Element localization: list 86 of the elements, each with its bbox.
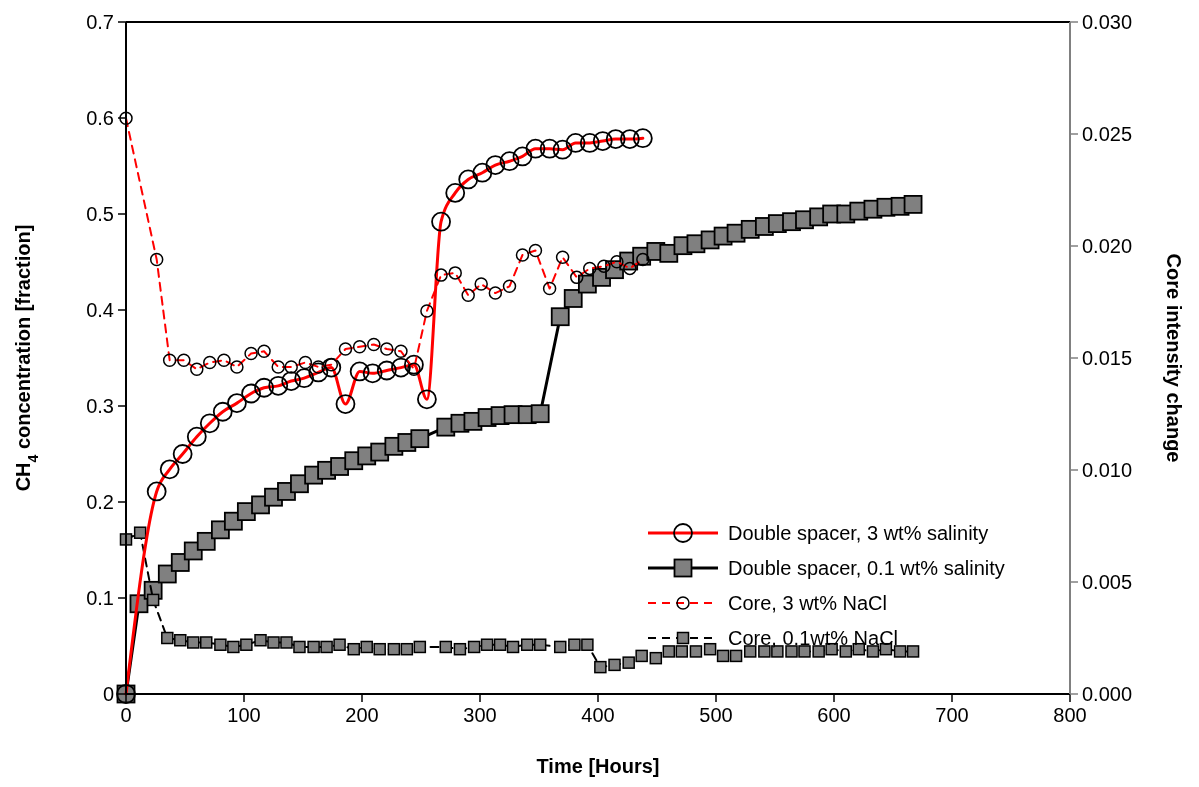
point: [903, 195, 923, 214]
x-tick-label: 100: [227, 704, 261, 726]
point: [533, 638, 547, 651]
y2-tick-label: 0.015: [1082, 347, 1133, 369]
point: [280, 636, 293, 649]
point: [227, 640, 240, 654]
point: [307, 640, 320, 654]
point: [373, 642, 386, 656]
point: [550, 307, 570, 327]
x-axis-title: Time [Hours]: [536, 755, 660, 777]
x-tick-label: 800: [1053, 704, 1087, 726]
y-tick-label: 0.5: [86, 203, 114, 225]
point: [675, 645, 689, 658]
y-tick-label: 0.2: [86, 491, 114, 513]
x-tick-label: 600: [817, 704, 851, 726]
point: [662, 645, 676, 658]
point: [400, 642, 414, 656]
y2-tick-label: 0.010: [1082, 459, 1133, 481]
y2-tick-label: 0.005: [1082, 571, 1133, 593]
y-tick-label: 0.3: [86, 395, 114, 417]
point: [413, 640, 427, 654]
legend-label: Core, 3 wt% NaCl: [728, 592, 887, 614]
point: [581, 638, 594, 651]
point: [893, 645, 907, 658]
point: [785, 645, 798, 658]
point: [866, 645, 880, 658]
point: [729, 649, 743, 663]
point: [387, 642, 401, 656]
y-tick-label: 0: [102, 683, 114, 705]
point: [240, 638, 253, 651]
x-tick-label: 700: [935, 704, 969, 726]
y2-tick-label: 0.000: [1082, 683, 1133, 705]
point: [812, 645, 825, 658]
point: [254, 633, 267, 647]
y-tick-label: 0.4: [86, 299, 114, 321]
point: [480, 638, 494, 651]
point: [467, 640, 481, 654]
point: [196, 531, 216, 551]
point: [453, 642, 467, 656]
x-tick-label: 400: [581, 704, 615, 726]
legend-label: Double spacer, 3 wt% salinity: [728, 522, 989, 544]
point: [649, 651, 663, 665]
point: [703, 642, 717, 656]
point: [360, 640, 373, 654]
point: [133, 526, 147, 539]
point: [716, 649, 730, 663]
x-tick-label: 0: [120, 704, 132, 726]
x-tick-label: 500: [699, 704, 733, 726]
legend-label: Double spacer, 0.1 wt% salinity: [728, 557, 1005, 579]
y2-tick-label: 0.020: [1082, 235, 1133, 257]
point: [161, 631, 174, 645]
point: [530, 404, 550, 424]
point: [493, 638, 507, 651]
point: [798, 645, 811, 658]
point: [293, 640, 306, 654]
x-tick-label: 300: [463, 704, 497, 726]
point: [568, 638, 581, 651]
point: [410, 429, 430, 449]
point: [608, 658, 621, 672]
point: [439, 640, 453, 654]
point: [594, 660, 607, 674]
y2-tick-label: 0.030: [1082, 11, 1133, 33]
point: [839, 645, 853, 658]
point: [174, 633, 187, 647]
y2-tick-label: 0.025: [1082, 123, 1133, 145]
point: [622, 656, 635, 669]
point: [267, 636, 280, 649]
point: [199, 636, 213, 649]
point: [347, 642, 360, 656]
point: [563, 289, 583, 308]
point: [214, 638, 227, 651]
point: [187, 636, 200, 649]
x-tick-label: 200: [345, 704, 379, 726]
point: [506, 640, 520, 654]
point: [553, 640, 567, 654]
point: [146, 593, 160, 607]
point: [520, 638, 534, 651]
point: [635, 649, 648, 663]
y-tick-label: 0.7: [86, 11, 114, 33]
point: [320, 640, 333, 654]
y-tick-label: 0.6: [86, 107, 114, 129]
point: [689, 645, 703, 658]
y-tick-label: 0.1: [86, 587, 114, 609]
point: [333, 638, 346, 651]
y2-axis-title: Core intensity change: [1163, 253, 1185, 463]
point: [906, 645, 920, 658]
